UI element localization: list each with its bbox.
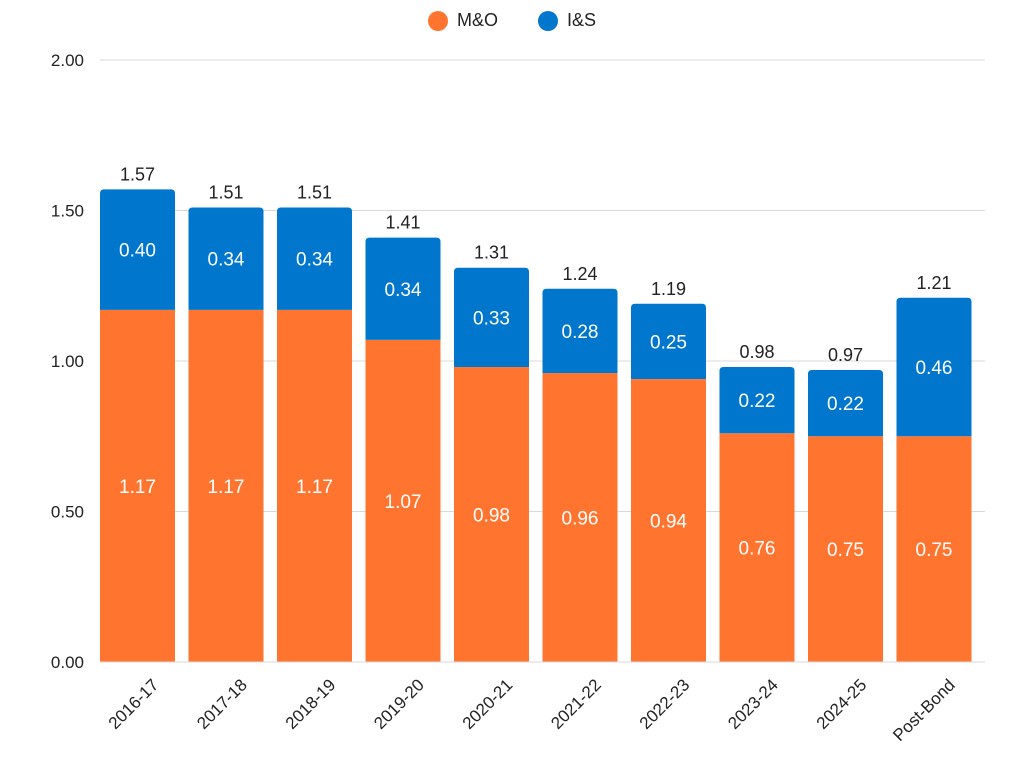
- legend-swatch-is: [538, 10, 558, 31]
- y-tick-label: 0.50: [51, 503, 84, 522]
- total-value-label: 1.51: [297, 182, 332, 202]
- bar-segment: [808, 370, 883, 437]
- legend: M&O I&S: [0, 10, 1024, 31]
- segment-value-label: 0.96: [562, 509, 599, 530]
- bar-segment: [631, 303, 706, 380]
- segment-value-label: 0.46: [916, 358, 953, 379]
- legend-label-mo: M&O: [456, 10, 498, 30]
- x-tick-label: 2019-20: [370, 675, 428, 733]
- total-value-label: 1.21: [916, 273, 951, 293]
- x-tick-label: 2020-21: [459, 675, 517, 733]
- bar-segment: [454, 367, 529, 662]
- y-tick-label: 2.00: [51, 51, 84, 70]
- segment-value-label: 0.25: [650, 332, 687, 353]
- x-tick-label: 2018-19: [282, 675, 340, 733]
- segment-value-label: 0.98: [473, 506, 510, 527]
- bar-segment: [719, 433, 795, 662]
- bar-segment: [454, 267, 529, 368]
- segment-value-label: 0.34: [296, 250, 333, 271]
- total-value-label: 1.31: [474, 243, 509, 263]
- y-tick-label: 0.00: [51, 653, 84, 672]
- segment-value-label: 0.34: [208, 250, 245, 271]
- bar-segment: [277, 207, 352, 310]
- y-tick-label: 1.00: [51, 352, 84, 371]
- segment-value-label: 0.34: [385, 280, 422, 301]
- segment-value-label: 1.17: [208, 477, 245, 498]
- segment-value-label: 1.17: [296, 477, 333, 498]
- bar-segment: [542, 373, 618, 662]
- segment-value-label: 0.22: [739, 391, 776, 412]
- x-tick-label: 2017-18: [193, 675, 251, 733]
- x-tick-label: 2022-23: [636, 675, 694, 733]
- legend-swatch-mo: [427, 10, 448, 31]
- x-tick-label: 2021-22: [547, 675, 605, 733]
- total-value-label: 1.41: [385, 213, 420, 233]
- segment-value-label: 0.22: [827, 394, 864, 415]
- total-value-label: 1.24: [562, 264, 597, 284]
- total-value-label: 0.97: [828, 345, 863, 365]
- segment-value-label: 0.75: [827, 540, 864, 561]
- total-value-label: 1.51: [208, 182, 243, 202]
- total-value-label: 0.98: [739, 342, 774, 362]
- bar-segment: [896, 297, 972, 437]
- legend-item-is[interactable]: I&S: [538, 10, 596, 31]
- segment-value-label: 0.75: [916, 540, 953, 561]
- bar-segment: [188, 207, 264, 310]
- bar-segment: [100, 309, 175, 662]
- total-value-label: 1.19: [651, 279, 686, 299]
- x-tick-label: 2023-24: [724, 675, 782, 733]
- total-value-label: 1.57: [120, 164, 155, 184]
- bar-segment: [631, 379, 706, 662]
- segment-value-label: 0.28: [562, 322, 599, 343]
- bar-segment: [365, 339, 441, 662]
- segment-value-label: 0.94: [650, 512, 687, 533]
- y-tick-label: 1.50: [51, 202, 84, 221]
- x-tick-label: 2016-17: [105, 675, 163, 733]
- bar-segment: [188, 309, 264, 662]
- x-tick-label: Post-Bond: [889, 675, 959, 745]
- bar-segment: [100, 189, 175, 310]
- segment-value-label: 0.33: [473, 308, 510, 329]
- bar-segment: [808, 436, 883, 662]
- segment-value-label: 1.17: [119, 477, 156, 498]
- bar-segment: [719, 367, 795, 434]
- bar-segment: [542, 288, 618, 374]
- segment-value-label: 1.07: [385, 492, 422, 513]
- x-tick-label: 2024-25: [813, 675, 871, 733]
- bar-segment: [277, 309, 352, 662]
- bar-segment: [896, 436, 972, 662]
- bar-segment: [365, 237, 441, 340]
- legend-label-is: I&S: [567, 10, 597, 30]
- segment-value-label: 0.76: [739, 539, 776, 560]
- legend-item-mo[interactable]: M&O: [427, 10, 498, 31]
- segment-value-label: 0.40: [119, 241, 156, 262]
